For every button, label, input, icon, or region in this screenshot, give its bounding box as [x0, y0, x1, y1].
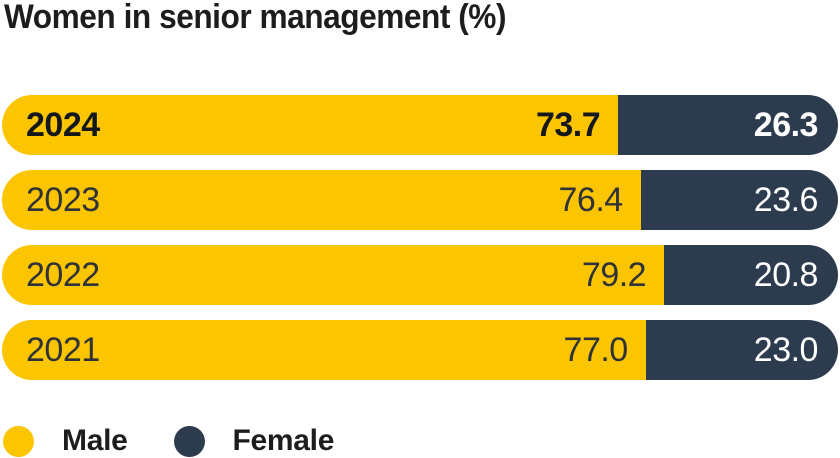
bar-year-label: 2023 — [26, 181, 100, 219]
bar-male-value: 73.7 — [535, 106, 601, 144]
chart-title: Women in senior management (%) — [4, 0, 507, 36]
bar-female-value: 20.8 — [753, 256, 819, 294]
bar-segment-male: 2022 79.2 — [2, 245, 665, 305]
bar-female-value: 26.3 — [753, 106, 819, 144]
bar-chart: 2024 73.7 26.3 2023 76.4 23.6 2022 79.2 … — [2, 95, 838, 380]
bar-segment-male: 2021 77.0 — [2, 320, 646, 380]
bar-segment-female: 23.6 — [640, 170, 838, 230]
bar-segment-female: 20.8 — [664, 245, 838, 305]
bar-female-value: 23.0 — [753, 331, 819, 369]
bar-year-label: 2021 — [26, 331, 100, 369]
bar-segment-male: 2024 73.7 — [2, 95, 619, 155]
bar-segment-female: 23.0 — [645, 320, 838, 380]
female-swatch-icon — [173, 425, 205, 457]
male-swatch-icon — [3, 425, 34, 457]
bar-male-value: 79.2 — [581, 256, 647, 294]
bar-segment-female: 26.3 — [618, 95, 838, 155]
bar-female-value: 23.6 — [753, 181, 819, 219]
bar-segment-male: 2023 76.4 — [2, 170, 641, 230]
legend-label-female: Female — [232, 424, 335, 457]
bar-row-2022: 2022 79.2 20.8 — [2, 245, 838, 305]
bar-row-2024: 2024 73.7 26.3 — [2, 95, 838, 155]
bar-male-value: 77.0 — [563, 331, 629, 369]
bar-row-2023: 2023 76.4 23.6 — [2, 170, 838, 230]
legend-item-female: Female — [173, 424, 335, 458]
legend-label-male: Male — [62, 424, 128, 457]
bar-row-2021: 2021 77.0 23.0 — [2, 320, 838, 380]
bar-year-label: 2022 — [26, 256, 100, 294]
bar-male-value: 76.4 — [558, 181, 624, 219]
legend: Male Female — [3, 424, 334, 458]
legend-item-male: Male — [3, 424, 128, 458]
bar-year-label: 2024 — [26, 106, 100, 144]
